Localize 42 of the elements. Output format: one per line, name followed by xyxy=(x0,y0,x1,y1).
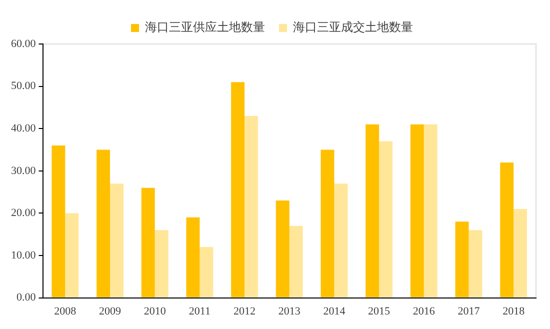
x-tick-label: 2013 xyxy=(278,305,301,318)
bar xyxy=(96,150,110,298)
bar xyxy=(468,230,482,298)
x-tick-label: 2011 xyxy=(188,305,210,318)
x-tick-label: 2018 xyxy=(502,305,526,318)
x-tick-label: 2008 xyxy=(54,305,77,318)
bar xyxy=(200,247,214,298)
legend-label: 海口三亚供应土地数量 xyxy=(145,20,265,34)
x-tick-label: 2015 xyxy=(368,305,391,318)
y-tick-label: 30.00 xyxy=(11,164,36,177)
x-tick-label: 2009 xyxy=(99,305,122,318)
y-tick-label: 0.00 xyxy=(16,292,36,304)
bar xyxy=(424,124,438,298)
bar xyxy=(154,230,168,298)
x-tick-label: 2010 xyxy=(144,305,166,318)
y-tick-label: 20.00 xyxy=(11,207,36,220)
y-tick-label: 60.00 xyxy=(11,38,36,50)
y-tick-label: 10.00 xyxy=(11,249,36,262)
bar xyxy=(141,188,155,298)
bar xyxy=(289,226,303,298)
bar xyxy=(334,184,348,298)
bar xyxy=(244,116,258,298)
bar xyxy=(65,213,79,298)
bar xyxy=(320,150,334,298)
x-tick-label: 2016 xyxy=(412,305,436,318)
y-tick-label: 50.00 xyxy=(11,80,36,92)
x-tick-label: 2017 xyxy=(458,305,480,318)
bar xyxy=(186,217,200,298)
bar xyxy=(110,184,124,298)
bar xyxy=(366,124,380,298)
bar xyxy=(379,141,393,298)
bar xyxy=(455,222,469,298)
bar xyxy=(500,162,514,298)
x-tick-label: 2014 xyxy=(323,305,346,318)
bar xyxy=(410,124,424,298)
bar xyxy=(52,146,66,298)
bar xyxy=(276,200,290,298)
legend-label: 海口三亚成交土地数量 xyxy=(293,20,413,34)
bar xyxy=(231,82,245,298)
y-tick-label: 40.00 xyxy=(11,122,36,134)
x-tick-label: 2012 xyxy=(234,305,256,318)
bar xyxy=(514,208,528,298)
